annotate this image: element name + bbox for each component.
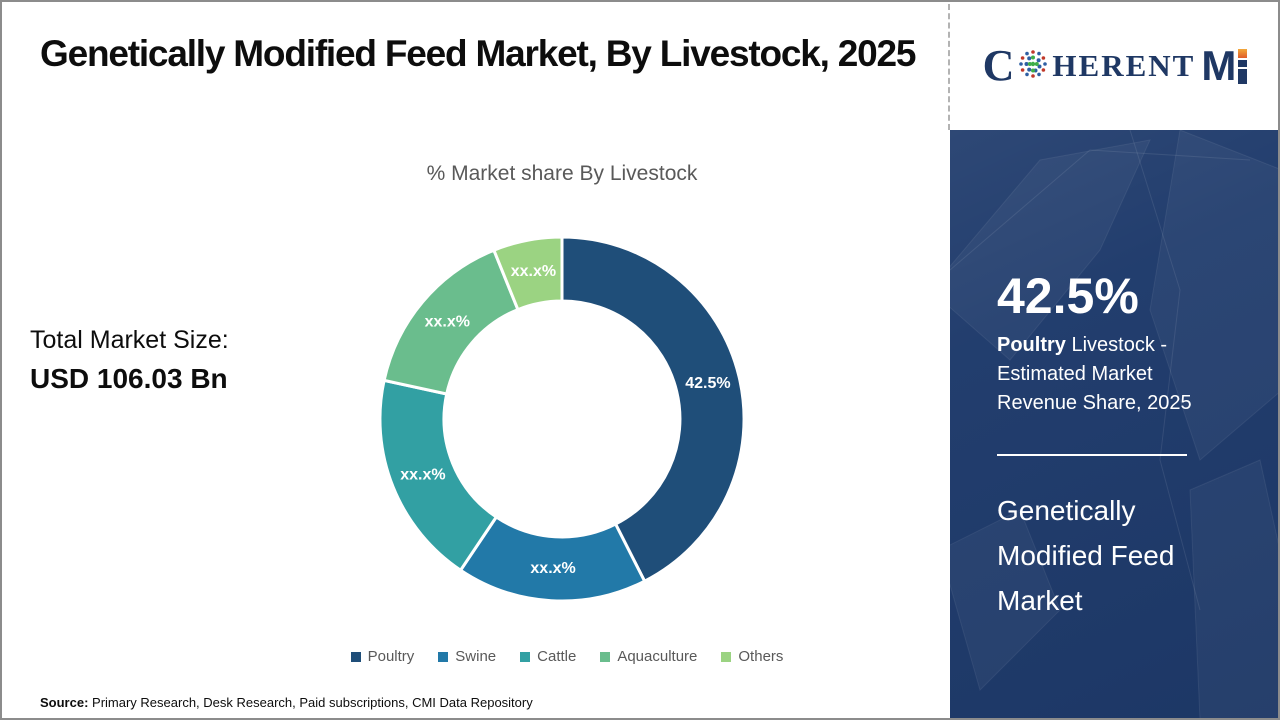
donut-segment-label-aquaculture: xx.x% (425, 314, 470, 331)
logo-letter-m: M (1201, 42, 1236, 89)
logo-letters-herent: HERENT (1052, 48, 1196, 83)
total-market-size-block: Total Market Size: USD 106.03 Bn (30, 326, 229, 395)
logo-row: C (983, 44, 1248, 88)
sidebar-divider (997, 454, 1187, 456)
map-texture (950, 130, 1278, 718)
donut-segment-poultry (560, 235, 746, 584)
legend-swatch-cattle (520, 651, 531, 662)
chart-legend: Poultry Swine Cattle Aquaculture Others (302, 648, 832, 665)
source-label: Source: (40, 695, 89, 710)
logo-letter-c: C (982, 41, 1015, 90)
donut-segment-label-others: xx.x% (511, 263, 556, 280)
legend-swatch-swine (438, 651, 449, 662)
total-market-size-label: Total Market Size: (30, 326, 229, 354)
legend-item-poultry: Poultry (350, 648, 415, 665)
legend-label-swine: Swine (455, 648, 497, 665)
legend-item-aquaculture: Aquaculture (600, 648, 697, 665)
donut-segment-label-cattle: xx.x% (400, 466, 445, 483)
legend-swatch-poultry (350, 651, 361, 662)
highlight-sidebar: 42.5% Poultry Livestock - Estimated Mark… (950, 130, 1278, 718)
total-market-size-value: USD 106.03 Bn (30, 363, 228, 394)
source-text: Primary Research, Desk Research, Paid su… (88, 695, 533, 710)
globe-dots-icon (1016, 47, 1050, 86)
legend-swatch-others (721, 651, 732, 662)
donut-segment-label-swine: xx.x% (530, 560, 575, 577)
legend-label-aquaculture: Aquaculture (617, 648, 698, 665)
highlight-percentage: 42.5% (997, 268, 1139, 324)
source-line: Source: Primary Research, Desk Research,… (40, 695, 533, 710)
legend-item-swine: Swine (438, 648, 496, 665)
page-title: Genetically Modified Feed Market, By Liv… (40, 33, 916, 74)
legend-item-others: Others (721, 648, 783, 665)
sidebar-market-name: Genetically Modified Feed Market (997, 495, 1175, 616)
legend-swatch-aquaculture (600, 651, 611, 662)
legend-label-poultry: Poultry (367, 648, 415, 665)
highlight-description: Poultry Livestock - Estimated Market Rev… (997, 331, 1215, 418)
legend-label-others: Others (738, 648, 784, 665)
highlight-category: Poultry (997, 334, 1066, 356)
donut-chart: 42.5% xx.x% xx.x% xx.x% xx.x% (378, 235, 746, 603)
donut-segment-others (491, 235, 564, 312)
legend-label-cattle: Cattle (537, 648, 577, 665)
coherent-mi-logo: C (950, 2, 1278, 130)
legend-item-cattle: Cattle (520, 648, 576, 665)
chart-title: % Market share By Livestock (426, 162, 698, 185)
dashed-divider (948, 4, 951, 130)
logo-letter-i (1238, 48, 1248, 84)
highlight-description-rest: Livestock - Estimated Market Revenue Sha… (997, 334, 1192, 414)
donut-segment-label-poultry: 42.5% (685, 375, 730, 392)
